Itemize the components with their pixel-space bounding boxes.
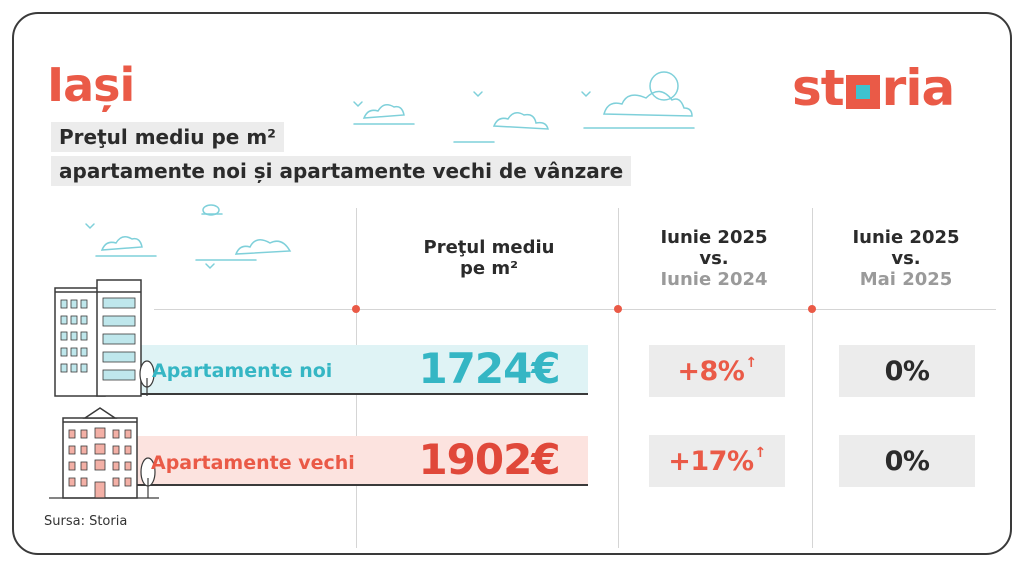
divider-dot xyxy=(614,305,622,313)
old-apartment-building-icon xyxy=(49,407,159,499)
header-divider xyxy=(154,309,996,310)
yoy-change-new: +8% ↑ xyxy=(649,345,785,397)
yoy-change-old-value: +17% xyxy=(668,445,754,477)
divider-dot xyxy=(352,305,360,313)
arrow-up-icon: ↑ xyxy=(754,445,767,461)
row-band-new xyxy=(132,345,588,395)
price-new: 1724€ xyxy=(418,344,560,393)
brand-logo-text-right: ria xyxy=(881,59,956,117)
price-old: 1902€ xyxy=(418,435,560,484)
modern-apartment-building-icon xyxy=(54,279,155,397)
cloud-icon xyxy=(85,204,292,270)
title-line-2: apartamente noi și apartamente vechi de … xyxy=(51,156,632,186)
mom-change-new-value: 0% xyxy=(884,355,930,387)
column-header-mom: Iunie 2025 vs. Mai 2025 xyxy=(826,227,986,290)
row-band-old xyxy=(132,436,588,486)
tree-icon xyxy=(139,360,155,396)
column-header-mom-line2: vs. xyxy=(891,248,921,269)
column-header-mom-line1: Iunie 2025 xyxy=(852,227,960,248)
column-header-price: Preţul mediu pe m² xyxy=(389,237,589,279)
mom-change-old: 0% xyxy=(839,435,975,487)
column-divider xyxy=(812,208,813,548)
arrow-up-icon: ↑ xyxy=(745,355,757,371)
column-header-yoy-line3: Iunie 2024 xyxy=(660,269,768,290)
source-note: Sursa: Storia xyxy=(44,514,128,529)
title-line-1: Preţul mediu pe m² xyxy=(51,122,284,152)
row-label-old: Apartamente vechi xyxy=(151,452,355,474)
column-header-price-line1: Preţul mediu xyxy=(423,237,555,258)
tree-icon xyxy=(49,457,159,499)
brand-logo-text-left: st xyxy=(792,59,845,117)
column-header-mom-line3: Mai 2025 xyxy=(859,269,953,290)
column-header-yoy-line2: vs. xyxy=(699,248,729,269)
column-header-price-line2: pe m² xyxy=(460,258,518,279)
column-header-yoy: Iunie 2025 vs. Iunie 2024 xyxy=(634,227,794,290)
infographic-card: Iași st ria xyxy=(12,12,1012,555)
brand-logo: st ria xyxy=(792,58,956,118)
mom-change-old-value: 0% xyxy=(884,445,930,477)
divider-dot xyxy=(808,305,816,313)
column-header-yoy-line1: Iunie 2025 xyxy=(660,227,768,248)
yoy-change-old: +17% ↑ xyxy=(649,435,785,487)
brand-logo-mark-icon xyxy=(845,75,880,109)
city-title: Iași xyxy=(47,58,135,112)
column-divider xyxy=(618,208,619,548)
cloud-icon xyxy=(353,71,695,143)
mom-change-new: 0% xyxy=(839,345,975,397)
row-label-new: Apartamente noi xyxy=(152,360,333,382)
yoy-change-new-value: +8% xyxy=(677,355,745,387)
